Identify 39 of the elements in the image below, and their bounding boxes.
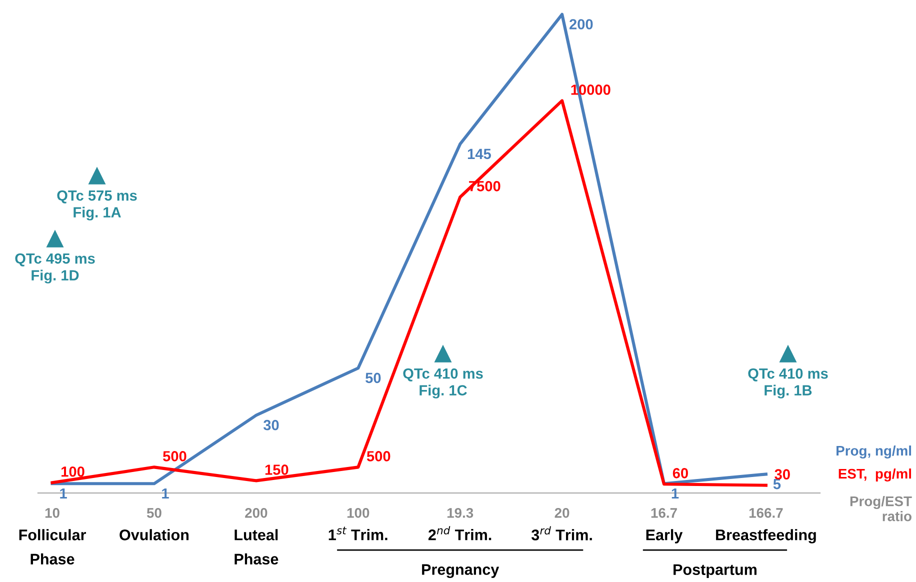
text: 20 — [554, 508, 570, 518]
text: 50 — [146, 508, 162, 518]
x-tick-label: Breastfeeding — [716, 529, 816, 544]
data-label: 60 — [672, 468, 688, 478]
data-label: 30 — [263, 420, 279, 430]
text: 166.7 — [749, 508, 783, 518]
text: Pregnancy — [422, 564, 500, 578]
text: EST, pg/ml — [838, 468, 912, 482]
x-tick-label: 1$^{st}$ Trim. — [328, 526, 388, 540]
annotation: QTc 495 ms Fig. 1D — [15, 253, 95, 284]
x-tick-label: Luteal Phase — [234, 529, 278, 565]
data-label: 50 — [366, 372, 381, 384]
data-label: 100 — [62, 466, 84, 477]
data-label: 1 — [162, 488, 169, 498]
text: 100 — [347, 508, 370, 518]
data-label: 5 — [773, 479, 781, 490]
text: 10 — [45, 508, 60, 518]
x-tick-label: Follicular Phase — [19, 529, 86, 565]
text: 16.7 — [651, 508, 677, 518]
data-label: 1 — [672, 488, 679, 498]
text: 200 — [245, 508, 268, 518]
data-label: 200 — [570, 19, 593, 30]
data-label: 1 — [60, 488, 67, 498]
text: 19.3 — [447, 508, 474, 518]
data-label: 30 — [774, 469, 790, 480]
annotation: QTc 410 ms Fig. 1B — [748, 368, 828, 398]
x-tick-label: 3$^{rd}$ Trim. — [531, 526, 592, 540]
text: Prog, ng/ml — [836, 445, 912, 459]
data-label: 500 — [163, 451, 186, 462]
text: Postpartum — [674, 564, 756, 578]
x-tick-label: Early — [646, 529, 683, 544]
x-tick-label: Ovulation — [120, 529, 189, 540]
annotation: QTc 575 ms Fig. 1A — [57, 190, 137, 220]
text: Prog/EST ratio — [850, 496, 912, 522]
data-label: 145 — [468, 148, 491, 160]
x-tick-label: 2$^{nd}$ Trim. — [428, 526, 492, 540]
data-label: 500 — [366, 451, 390, 462]
data-label: 150 — [265, 464, 288, 475]
annotation: QTc 410 ms Fig. 1C — [403, 368, 483, 398]
